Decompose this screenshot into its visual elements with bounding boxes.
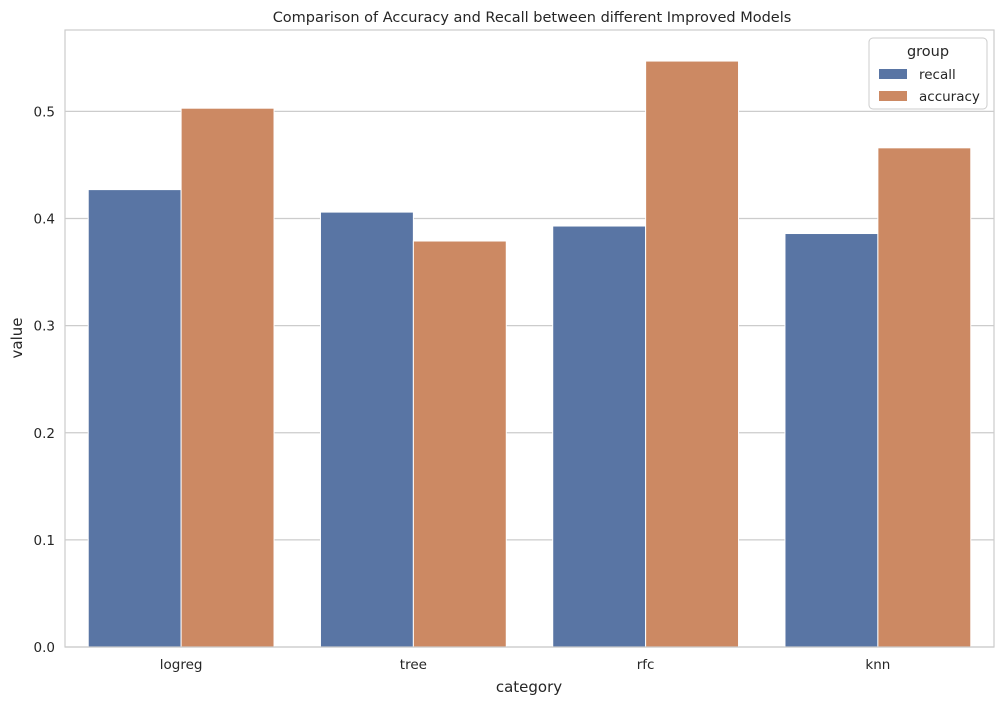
bar-accuracy-rfc — [645, 60, 740, 648]
bar-recall-logreg — [87, 189, 182, 648]
bars — [87, 60, 972, 648]
legend: group recall accuracy — [868, 37, 988, 110]
x-tick-label: rfc — [637, 657, 655, 673]
bar-accuracy-knn — [877, 147, 972, 648]
y-axis-label: value — [8, 318, 26, 359]
bar-accuracy-tree — [412, 240, 507, 648]
y-tick-label: 0.1 — [34, 533, 55, 549]
legend-swatch-recall — [879, 69, 907, 79]
y-tick-label: 0.3 — [34, 319, 55, 335]
bar-recall-rfc — [552, 225, 647, 648]
bar-recall-tree — [319, 211, 414, 648]
x-axis-label: category — [496, 678, 562, 696]
y-tick-label: 0.2 — [34, 426, 55, 442]
x-tick-labels: logreg tree rfc knn — [160, 657, 891, 673]
bar-recall-knn — [784, 233, 879, 648]
legend-swatch-accuracy — [879, 91, 907, 101]
legend-title: group — [907, 44, 949, 60]
y-tick-label: 0.0 — [34, 640, 55, 656]
chart-title: Comparison of Accuracy and Recall betwee… — [273, 10, 792, 26]
legend-items: recall accuracy — [879, 67, 980, 105]
x-tick-label: knn — [865, 657, 890, 673]
y-tick-label: 0.4 — [34, 212, 55, 228]
legend-label-accuracy: accuracy — [919, 89, 980, 105]
x-tick-label: logreg — [160, 657, 203, 673]
y-tick-label: 0.5 — [34, 104, 55, 120]
legend-label-recall: recall — [919, 67, 956, 83]
y-tick-labels: 0.0 0.1 0.2 0.3 0.4 0.5 — [34, 104, 55, 656]
plot-frame — [64, 29, 995, 648]
x-tick-label: tree — [400, 657, 427, 673]
bar-accuracy-logreg — [180, 107, 275, 648]
